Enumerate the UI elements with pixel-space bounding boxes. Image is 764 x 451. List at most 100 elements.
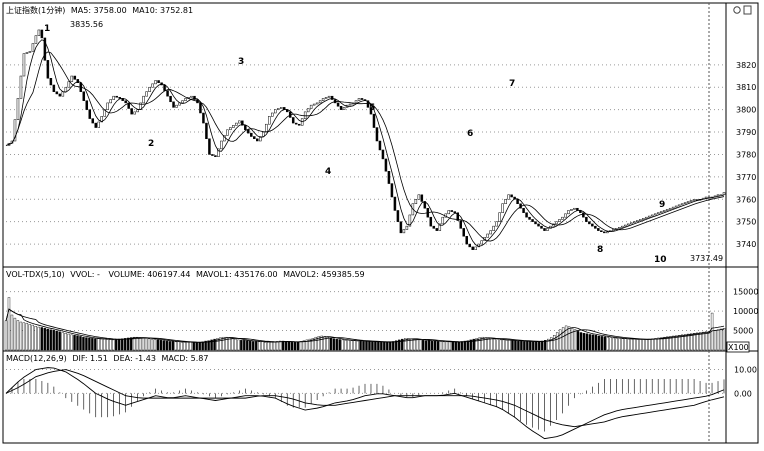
price-candle [495,221,498,227]
volume-bar [237,339,240,351]
price-candle [148,86,151,92]
price-candle [25,52,29,54]
maximize-icon[interactable] [743,5,752,15]
volume-bar [73,335,76,351]
price-candle [390,183,394,198]
volume-bar [421,340,425,351]
volume-bar [395,340,398,351]
macd-title: MACD(12,26,9) [6,354,67,363]
volume-bar [603,336,607,351]
volume-tick-label: 5000 [733,327,753,336]
ma10-value: MA10: 3752.81 [132,6,193,15]
volume-bar [693,333,696,351]
volume-bar [651,338,654,351]
volume-bar [469,339,472,351]
volume-bar [296,341,300,351]
price-candle [279,107,283,109]
price-candle [585,216,588,222]
volume-bar [43,328,46,351]
volume-bar [192,342,195,351]
price-candle [432,225,436,229]
dif-line [5,367,725,440]
price-candle [151,83,154,88]
price-candle [342,107,346,110]
price-candle [19,75,23,99]
price-candle [193,95,196,100]
volume-bar [526,341,529,351]
price-candle [58,93,62,97]
price-candle [226,129,229,136]
volume-bar [481,336,484,351]
wave-label-7: 7 [509,79,515,89]
price-candle [447,210,451,215]
price-candle [229,127,232,131]
price-tick-label: 3760 [736,195,756,204]
price-candle [339,106,343,110]
volume-bar [555,332,559,351]
price-candle [166,90,169,97]
restore-icon[interactable] [733,6,741,14]
volume-bar [383,342,386,351]
price-candle [52,84,56,92]
volume-bar [76,335,79,351]
price-candle [567,210,570,215]
volume-bar [165,340,169,351]
volume-layer [4,297,726,351]
price-candle [85,100,89,110]
volume-bar [326,336,329,351]
volume-bar [261,341,264,351]
volume-bar [532,341,535,351]
volume-bar [219,337,222,351]
price-candle [157,80,160,83]
price-candle [633,221,636,224]
price-candle [28,51,32,53]
volume-bar [624,338,627,351]
volume-bar [645,339,648,351]
price-candle [384,158,388,172]
volume-bar [591,334,595,351]
price-candle [49,78,53,86]
volume-bar [544,340,547,351]
volume-bar [332,338,335,351]
volume-bar [132,336,136,351]
volume-bar [67,333,70,351]
price-candle [504,199,507,204]
volume-bar [263,342,267,351]
volume-bar [156,339,160,351]
volume-bar [177,341,180,351]
price-candle [22,53,26,77]
volume-bar [621,338,624,351]
volume-bar [341,339,344,351]
volume-bar [246,340,249,351]
price-candle [498,212,501,222]
price-candle [327,95,331,98]
volume-bar [678,335,681,351]
price-candle [303,111,307,119]
price-candle [172,101,175,108]
price-candle [501,203,504,213]
volume-bar [478,337,481,351]
price-candle [516,199,519,204]
volume-bar [22,322,26,351]
volume-bar [299,341,303,351]
volume-bar [508,340,511,351]
price-candle [265,123,268,133]
price-candle [387,171,391,184]
price-candle [474,246,477,250]
price-candle [402,229,406,234]
price-candle [321,98,325,101]
volume-bar [615,338,618,351]
price-candle [40,29,44,39]
volume-bar [392,341,395,351]
price-candle [561,216,564,220]
price-candle [214,155,217,157]
volume-bar [585,333,589,351]
volume-bar [174,341,178,351]
volume-bar [46,328,49,351]
price-candle [668,207,672,210]
volume-bar [31,324,35,351]
price-candle [462,228,465,237]
price-candle [31,43,35,52]
volume-bar [558,329,562,351]
volume-bar [159,340,163,351]
